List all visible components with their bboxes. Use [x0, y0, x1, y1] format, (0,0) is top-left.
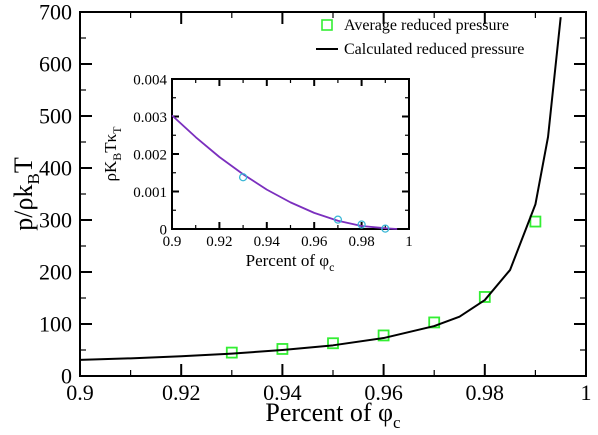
- inset-axis-ticks: 0.9 0.92 0.94 0.96 0.98 1 0 0.001 0.002 0.003 0.00…: [133, 72, 413, 250]
- main-y-tick-label: 0: [61, 364, 72, 389]
- inset-y-tick-label: 0.004: [133, 72, 167, 88]
- main-y-tick-label: 600: [39, 52, 72, 77]
- inset-data-point: [333, 215, 343, 224]
- legend-label-average: Average reduced pressure: [344, 17, 509, 34]
- main-x-tick-label: 0.98: [466, 380, 505, 405]
- main-axis-ticks: 0.9 0.92 0.94 0.96 0.98 1 0 100 200 300 400 500 600 7…: [39, 0, 592, 405]
- inset-x-axis-label: Percent of φc: [246, 251, 335, 274]
- inset-x-tick-label: 1: [405, 234, 413, 250]
- main-data-point: [377, 329, 390, 342]
- main-y-axis-label: p/ρkBT: [9, 157, 43, 231]
- main-x-tick-label: 0.94: [263, 380, 302, 405]
- main-data-point: [428, 316, 441, 329]
- main-x-tick-label: 0.9: [66, 380, 94, 405]
- inset-x-tick-label: 0.9: [163, 234, 182, 250]
- main-series-group: [79, 17, 562, 361]
- inset-y-axis-label: ρKBTκT: [101, 126, 124, 182]
- legend: Average reduced pressure Calculated redu…: [316, 17, 524, 58]
- inset-y-tick-label: 0.002: [133, 147, 167, 163]
- main-x-tick-label: 0.96: [364, 380, 403, 405]
- legend-label-calculated: Calculated reduced pressure: [344, 41, 524, 58]
- legend-marker-average: [321, 19, 333, 31]
- main-y-tick-label: 500: [39, 104, 72, 129]
- main-y-tick-label: 200: [39, 260, 72, 285]
- main-y-tick-label: 300: [39, 208, 72, 233]
- main-y-tick-label: 400: [39, 156, 72, 181]
- inset-x-tick-label: 0.94: [254, 234, 281, 250]
- inset-y-tick-label: 0.001: [133, 185, 167, 201]
- main-y-tick-label: 700: [39, 0, 72, 25]
- main-x-tick-label: 0.92: [162, 380, 201, 405]
- main-series-1-line: [79, 17, 562, 361]
- main-x-axis-label: Percent of φc: [265, 398, 401, 432]
- main-data-point: [327, 337, 339, 350]
- inset-y-tick-label: 0.003: [133, 110, 167, 126]
- inset-data-point: [238, 173, 248, 182]
- main-y-tick-label: 100: [39, 312, 72, 337]
- main-x-tick-label: 1: [581, 380, 592, 405]
- inset-data-point: [381, 224, 390, 233]
- main-data-point: [529, 215, 542, 228]
- inset-x-tick-label: 0.92: [206, 234, 232, 250]
- inset-y-tick-label: 0: [160, 222, 168, 238]
- inset-data-point: [357, 220, 366, 229]
- main-data-point: [478, 291, 491, 303]
- inset-background: [172, 79, 409, 229]
- inset-x-tick-label: 0.96: [301, 234, 328, 250]
- inset-series-group: [171, 114, 398, 233]
- inset-x-tick-label: 0.98: [348, 234, 374, 250]
- inset-series-0-line: [171, 114, 398, 230]
